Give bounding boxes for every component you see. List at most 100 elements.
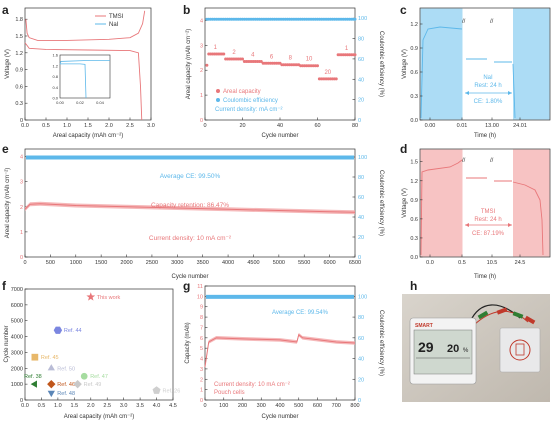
b-xtick-label: 40 bbox=[277, 123, 283, 129]
f-marker-diamond bbox=[47, 379, 56, 389]
c-ytick-label: 0.3 bbox=[410, 94, 418, 100]
d-xtick-label: 0.5 bbox=[458, 260, 466, 266]
b-capacity-point bbox=[205, 63, 209, 67]
a-xtick-label: 2.0 bbox=[105, 123, 113, 129]
f-xtick-label: 2.5 bbox=[103, 403, 111, 409]
a-inset-xtick-label: 0.00 bbox=[56, 100, 65, 105]
f-xtick-label: 1.5 bbox=[71, 403, 79, 409]
legend-label-nai: NaI bbox=[109, 22, 119, 28]
pouch-logo-inner bbox=[515, 343, 525, 356]
panel-letter-h: h bbox=[410, 279, 417, 293]
f-xtick-label: 4.0 bbox=[153, 403, 161, 409]
axis-break-2-d: // bbox=[490, 158, 494, 164]
panel-letter-d: d bbox=[400, 142, 407, 156]
g-xtick-label: 300 bbox=[257, 403, 266, 409]
a-xtick-label: 2.5 bbox=[126, 123, 134, 129]
device-lcd bbox=[413, 329, 473, 375]
g-xtick-label: 700 bbox=[332, 403, 341, 409]
a-ytick-label: 1.8 bbox=[15, 17, 23, 23]
e-xtick-label: 500 bbox=[46, 260, 55, 266]
f-point-label: Ref. 38 bbox=[24, 374, 42, 380]
f-ytick-label: 2000 bbox=[11, 366, 23, 372]
g-ytick-label: 8 bbox=[200, 315, 203, 321]
charge-region-d bbox=[420, 149, 463, 257]
b-rate-label: 10 bbox=[306, 57, 313, 63]
d-ytick-label: 0.0 bbox=[410, 255, 418, 261]
panel-e: e 0 500 1000 1500 2000 2500 3000 3500 4000 4500 50… bbox=[2, 142, 384, 280]
e-xtick-label: 5500 bbox=[298, 260, 310, 266]
e-xtick-label: 6000 bbox=[323, 260, 335, 266]
f-xtick-label: 3.5 bbox=[136, 403, 144, 409]
f-ytick-label: 4000 bbox=[11, 335, 23, 341]
f-point-label: Ref. 49 bbox=[84, 382, 102, 388]
plot-frame-e bbox=[24, 148, 356, 258]
b-xtick-label: 0 bbox=[203, 123, 206, 129]
b-rate-label: 1 bbox=[345, 46, 349, 52]
c-ytick-label: 0.0 bbox=[410, 118, 418, 124]
c-xtick-label: 13.00 bbox=[485, 123, 499, 129]
b-ytick-label: 0 bbox=[200, 118, 203, 124]
e-ce-band bbox=[26, 155, 354, 160]
legend-label-tmsi: TMSI bbox=[109, 14, 124, 20]
e-ytick-label: 4 bbox=[20, 155, 23, 161]
g-ytick-label: 0 bbox=[200, 398, 203, 404]
e-xtick-label: 4500 bbox=[247, 260, 259, 266]
a-xtick-label: 1.5 bbox=[84, 123, 92, 129]
g-ytick-label: 10 bbox=[197, 294, 203, 300]
a-series-line bbox=[25, 10, 146, 41]
voltage-trace-charge-d bbox=[420, 159, 463, 256]
voltage-trace-charge-c bbox=[420, 26, 463, 119]
c-xtick-label: 0.00 bbox=[425, 123, 436, 129]
b-rate-label: 2 bbox=[232, 50, 236, 56]
g-y2tick-label: 100 bbox=[358, 294, 367, 300]
note-line-3-c: CE: 1.80% bbox=[474, 99, 503, 105]
x-axis-label-f: Areal capacity (mAh cm⁻²) bbox=[64, 414, 135, 420]
e-xtick-label: 6500 bbox=[349, 260, 361, 266]
f-xtick-label: 1.0 bbox=[54, 403, 62, 409]
panel-g: g 0 100 200 300 400 500 600 700 8000123456789101… bbox=[183, 279, 384, 420]
a-ytick-label: 1.5 bbox=[15, 34, 23, 40]
g-y2tick-label: 0 bbox=[358, 398, 361, 404]
f-point-label: Ref. 48 bbox=[57, 391, 75, 397]
f-point-label: Ref. 45 bbox=[41, 355, 59, 361]
e-y2tick-label: 60 bbox=[358, 195, 364, 201]
legend-label-ce-b: Coulombic efficiency bbox=[223, 98, 278, 104]
discharge-region-d bbox=[513, 149, 550, 257]
note-line-2-d: Rest: 24 h bbox=[474, 217, 501, 223]
b-y2tick-label: 80 bbox=[358, 37, 364, 43]
e-y2tick-label: 80 bbox=[358, 175, 364, 181]
g-ytick-label: 7 bbox=[200, 325, 203, 331]
f-marker-triangle-up bbox=[47, 364, 55, 371]
b-rate-label: 6 bbox=[270, 54, 274, 60]
c-ytick-label: 0.6 bbox=[410, 70, 418, 76]
a-inset-ytick-label: 0.0 bbox=[52, 96, 58, 101]
f-ytick-label: 6000 bbox=[11, 303, 23, 309]
f-marker-triangle-left bbox=[30, 380, 37, 388]
note-line-1-c: NaI bbox=[483, 75, 493, 81]
g-ytick-label: 11 bbox=[197, 284, 203, 290]
e-xtick-label: 1000 bbox=[70, 260, 82, 266]
x-axis-label-d: Time (h) bbox=[474, 274, 496, 280]
legend-marker-capacity-b bbox=[216, 89, 220, 93]
b-capacity-point bbox=[316, 64, 319, 68]
f-ytick-label: 3000 bbox=[11, 350, 23, 356]
e-xtick-label: 3000 bbox=[171, 260, 183, 266]
inset-a: 0.0 0.4 0.8 1.2 1.6 0.00 0.02 0.04 bbox=[52, 53, 111, 105]
lcd-readout-right: 20 bbox=[447, 343, 459, 355]
x-axis-label-e: Cycle number bbox=[171, 274, 208, 280]
d-ytick-label: 1.5 bbox=[410, 160, 418, 166]
c-xtick-label: 0.01 bbox=[457, 123, 468, 129]
b-ytick-label: 2 bbox=[200, 68, 203, 74]
panel-f: f 0.0 0.5 1.0 1.5 2.0 2.5 3.0 3.5 4.0 4.5 0 1000 200… bbox=[2, 279, 180, 420]
b-y2tick-label: 100 bbox=[358, 16, 367, 22]
clip-red-2 bbox=[524, 315, 536, 325]
f-ytick-label: 7000 bbox=[11, 287, 23, 293]
panel-d: d TMSI Rest: 24 h CE: 87.19% // // 0.0 0.… bbox=[400, 142, 551, 280]
y2-axis-label-g: Coulombic efficiency (%) bbox=[378, 310, 384, 376]
lcd-readout-left: 29 bbox=[418, 339, 434, 355]
voltage-trace-discharge-c bbox=[512, 63, 516, 119]
f-point-label: This work bbox=[97, 295, 121, 301]
f-xtick-label: 0.0 bbox=[21, 403, 29, 409]
a-series-line bbox=[24, 42, 143, 121]
d-ytick-label: 0.6 bbox=[410, 217, 418, 223]
